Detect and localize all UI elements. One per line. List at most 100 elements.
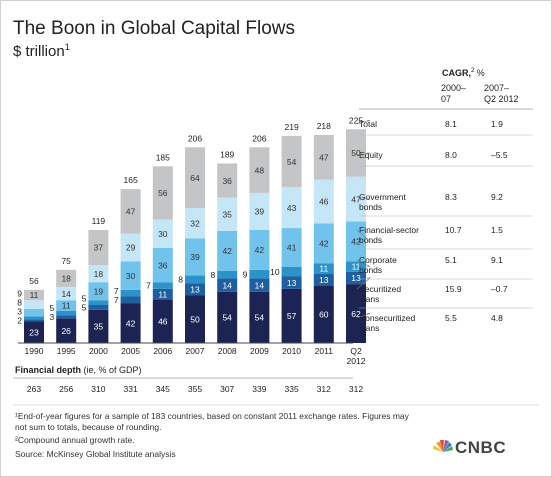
bar-value-label: 8 (210, 270, 215, 280)
bar-value-label: 62 (351, 309, 361, 319)
x-tick-label: 2008 (218, 346, 237, 356)
legend-label: Financial-sector (359, 225, 419, 235)
bar-value-label: 60 (319, 310, 329, 320)
bar-segment (281, 187, 302, 229)
cagr-col2-line2: Q2 2012 (484, 94, 519, 104)
bar-value-label: 11 (62, 301, 71, 311)
bar-segment (56, 286, 77, 301)
bar-segment (217, 230, 238, 271)
legend-label: loans (359, 323, 379, 333)
bar-value-label: 30 (158, 229, 168, 239)
bar-value-label: 46 (319, 197, 329, 207)
x-tick-label: 2010 (282, 346, 301, 356)
bar-value-label: 35 (222, 209, 232, 219)
chart-unit-text: $ trillion (13, 43, 65, 60)
cagr-value-2000-07: 8.1 (445, 119, 457, 129)
bar-value-label: 13 (319, 275, 329, 285)
bar-segment (346, 176, 366, 222)
cagr-value-2000-07: 5.5 (445, 313, 457, 323)
bar-value-label: 32 (190, 219, 200, 229)
bar-segment (120, 289, 141, 297)
bar-segment (313, 263, 334, 274)
chart-title: The Boon in Global Capital Flows (13, 18, 295, 39)
legend-leader-line (356, 152, 371, 156)
bar-value-label: 36 (222, 176, 232, 186)
bar-value-label: 23 (29, 327, 39, 337)
bar-value-label: 8 (178, 275, 183, 285)
cagr-col2-line1: 2007– (484, 83, 509, 93)
cagr-heading: CAGR,2% (442, 67, 485, 78)
bar-value-label: 13 (287, 278, 297, 288)
cnbc-logo: CNBC (433, 438, 506, 457)
bar-value-label: 42 (255, 245, 265, 255)
bar-value-label: 11 (352, 262, 361, 272)
bar-value-label: 54 (255, 313, 265, 323)
x-tick-label: 1995 (57, 346, 76, 356)
bar-segment (56, 315, 77, 319)
legend-label: bonds (359, 235, 382, 245)
bar-value-label: 19 (94, 286, 104, 296)
bar-segment (281, 228, 302, 267)
bar-segment (152, 288, 173, 300)
bar-value-label: 36 (158, 260, 168, 270)
x-tick-label: 1990 (25, 346, 44, 356)
bar-value-label: 43 (287, 203, 297, 213)
bar-value-label: 11 (319, 264, 328, 274)
bar-value-label: 11 (158, 289, 167, 299)
cagr-value-2007-2012: –5.5 (491, 150, 508, 160)
peacock-icon (433, 440, 453, 452)
bar-segment (120, 261, 141, 290)
bar-value-label: 50 (351, 148, 361, 158)
bar-segment (249, 229, 270, 270)
bar-value-label: 7 (146, 281, 151, 291)
x-tick-label: 2011 (315, 346, 334, 356)
bar-value-label: 11 (30, 290, 39, 300)
bar-value-label: 13 (351, 273, 361, 283)
bar-segment (88, 265, 109, 283)
financial-depth-value: 312 (317, 384, 331, 394)
bar-segment (217, 270, 238, 279)
bar-segment (185, 275, 205, 284)
cagr-value-2007-2012: 1.9 (491, 119, 503, 129)
bar-value-label: 47 (319, 152, 329, 162)
bar-total-label: 185 (156, 152, 170, 162)
financial-depth-value: 331 (124, 384, 138, 394)
bar-segment (56, 310, 77, 316)
financial-depth-value: 263 (27, 384, 41, 394)
bar-segment (281, 276, 302, 289)
financial-depth-value: 335 (285, 384, 299, 394)
bar-value-label: 29 (126, 243, 136, 253)
financial-depth-value: 310 (91, 384, 105, 394)
bar-value-label: 14 (61, 289, 71, 299)
bar-segment (88, 305, 109, 310)
legend-label: loans (359, 294, 379, 304)
bar-segment (152, 248, 173, 283)
legend-leader-line (356, 259, 371, 267)
bar-segment (152, 219, 173, 248)
bar-value-label: 54 (222, 313, 232, 323)
chart-unit: $ trillion1 (13, 42, 70, 60)
x-tick-label: 2007 (186, 346, 205, 356)
bar-segment (185, 147, 205, 209)
bar-value-label: 7 (114, 286, 119, 296)
bar-segment (24, 316, 44, 320)
cagr-value-2000-07: 10.7 (445, 225, 462, 235)
bar-segment (56, 300, 77, 311)
legend-label: Government (359, 192, 406, 202)
cagr-value-2007-2012: 9.1 (491, 255, 503, 265)
cagr-value-2007-2012: 1.5 (491, 225, 503, 235)
financial-depth-value: 307 (220, 384, 234, 394)
x-tick-group: 1990 1995 2000 2005 2006 2007 2008 2009 2010 2011… (25, 346, 366, 366)
footnote-1-cont: not sum to totals, because of rounding. (15, 422, 161, 432)
cagr-heading-text: CAGR, (442, 68, 471, 78)
bar-value-label: 14 (222, 280, 232, 290)
cagr-value-2007-2012: –0.7 (491, 284, 508, 294)
bar-value-label: 46 (158, 316, 168, 326)
bar-segment (281, 267, 302, 277)
bar-total-label: 75 (61, 256, 71, 266)
cagr-col1-line1: 2000– (441, 83, 466, 93)
bar-segment (120, 296, 141, 304)
